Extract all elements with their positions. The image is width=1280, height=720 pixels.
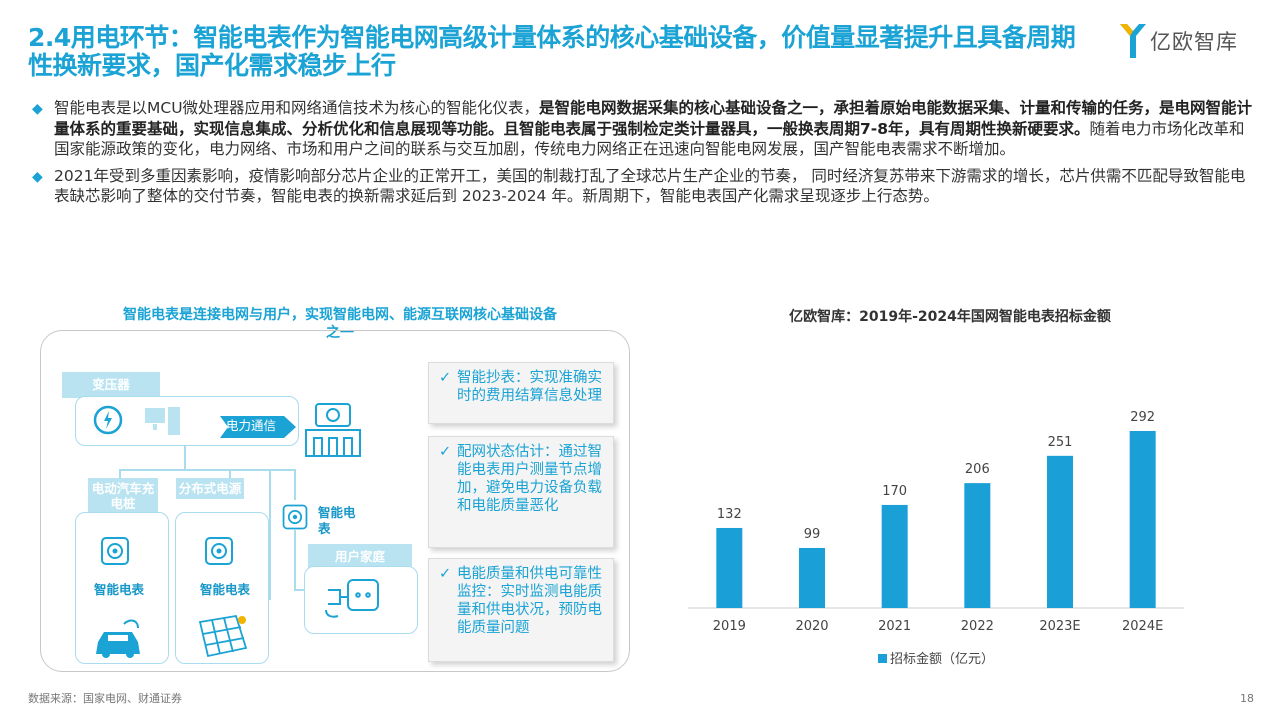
power-station-icon xyxy=(302,398,364,464)
x-tick-label: 2023E xyxy=(1039,619,1080,634)
ev-meter-label: 智能电表 xyxy=(94,582,145,597)
diagram-frame xyxy=(40,330,630,672)
logo-mark-icon xyxy=(1120,24,1146,58)
computer-icon xyxy=(144,406,184,440)
check-icon: ✓ xyxy=(439,566,452,582)
data-label: 170 xyxy=(882,484,907,499)
bar xyxy=(1047,455,1073,608)
bullet-text: 智能电表是以MCU微处理器应用和网络通信技术为核心的智能化仪表， xyxy=(54,99,540,117)
page-title: 2.4用电环节：智能电表作为智能电网高级计量体系的核心基础设备，价值量显著提升且… xyxy=(28,23,1076,80)
diamond-bullet-icon: ◆ xyxy=(32,168,43,185)
bullet-item: ◆ 2021年受到多重因素影响，疫情影响部分芯片企业的正常开工，美国的制裁打乱了… xyxy=(32,166,1254,207)
x-tick-label: 2024E xyxy=(1122,619,1163,634)
electric-car-icon xyxy=(92,614,144,664)
note-power-quality: ✓ 电能质量和供电可靠性监控：实时监测电能质量和供电状况，预防电能质量问题 xyxy=(428,558,614,662)
diamond-bullet-icon: ◆ xyxy=(32,101,43,117)
legend-swatch xyxy=(878,654,887,663)
page-number: 18 xyxy=(1240,692,1254,705)
bullet-item: ◆ 智能电表是以MCU微处理器应用和网络通信技术为核心的智能化仪表，是智能电网数… xyxy=(32,98,1254,160)
x-tick-label: 2020 xyxy=(795,619,828,634)
diagram-title: 智能电表是连接电网与用户，实现智能电网、能源互联网核心基础设备之一 xyxy=(123,307,557,341)
smart-meter-icon xyxy=(98,534,132,572)
bullet-text: 2021年受到多重因素影响，疫情影响部分芯片企业的正常开工，美国的制裁打乱了全球… xyxy=(54,166,1246,206)
power-comm-label: 电力通信 xyxy=(226,418,277,433)
bar xyxy=(716,527,743,608)
data-label: 132 xyxy=(717,507,742,522)
note-text: 电能质量和供电可靠性监控：实时监测电能质量和供电状况，预防电能质量问题 xyxy=(457,566,602,636)
bullet-list: ◆ 智能电表是以MCU微处理器应用和网络通信技术为核心的智能化仪表，是智能电网数… xyxy=(32,98,1254,213)
legend-label: 招标金额（亿元） xyxy=(890,651,994,667)
home-label: 用户家庭 xyxy=(308,544,412,570)
check-icon: ✓ xyxy=(439,370,452,386)
transformer-label: 变压器 xyxy=(62,372,160,398)
bar xyxy=(799,547,825,608)
x-tick-label: 2022 xyxy=(961,619,994,634)
mid-meter-label: 智能电表 xyxy=(318,505,356,536)
bar xyxy=(881,504,908,608)
bar xyxy=(964,483,991,608)
note-text: 配网状态估计：通过智能电表用户测量节点增加，避免电力设备负载和电能质量恶化 xyxy=(457,444,602,514)
check-icon: ✓ xyxy=(439,444,452,460)
smart-meter-icon xyxy=(280,502,310,536)
distributed-label: 分布式电源 xyxy=(176,478,244,499)
note-distribution-estimation: ✓ 配网状态估计：通过智能电表用户测量节点增加，避免电力设备负载和电能质量恶化 xyxy=(428,436,614,548)
note-smart-reading: ✓ 智能抄表：实现准确实时的费用结算信息处理 xyxy=(428,362,614,424)
data-source: 数据来源：国家电网、财通证券 xyxy=(28,692,182,705)
smart-meter-icon xyxy=(202,534,236,572)
solar-panel-icon xyxy=(196,612,250,664)
diagram-connectors xyxy=(119,430,305,600)
ev-charger-label: 电动汽车充电桩 xyxy=(88,478,158,514)
power-plug-icon xyxy=(322,576,382,626)
home-card xyxy=(304,566,418,634)
x-tick-label: 2019 xyxy=(713,619,746,634)
data-label: 99 xyxy=(804,527,821,542)
bullet-text: 随着电力市场化改革和国家能源政策的变化，电力网络、市场和用户之间的联系与交互加剧… xyxy=(54,119,1245,159)
data-label: 206 xyxy=(965,462,990,477)
data-label: 251 xyxy=(1048,435,1073,450)
transformer-icon xyxy=(92,404,124,440)
x-tick-label: 2021 xyxy=(878,619,911,634)
chart-title: 亿欧智库：2019年-2024年国网智能电表招标金额 xyxy=(789,309,1111,325)
logo-text: 亿欧智库 xyxy=(1150,30,1238,54)
bar-chart: 132 2019 99 2020 170 2021 206 2022 251 2023E 292 20… xyxy=(688,410,1184,667)
data-label: 292 xyxy=(1130,410,1155,425)
logo: 亿欧智库 xyxy=(1118,20,1258,64)
distributed-meter-label: 智能电表 xyxy=(200,582,251,597)
power-comm-banner xyxy=(218,412,298,446)
note-text: 智能抄表：实现准确实时的费用结算信息处理 xyxy=(457,370,602,404)
bullet-text-bold: 是智能电网数据采集的核心基础设备之一，承担着原始电能数据采集、计量和传输的任务，… xyxy=(54,99,1253,138)
bar xyxy=(1129,430,1156,608)
